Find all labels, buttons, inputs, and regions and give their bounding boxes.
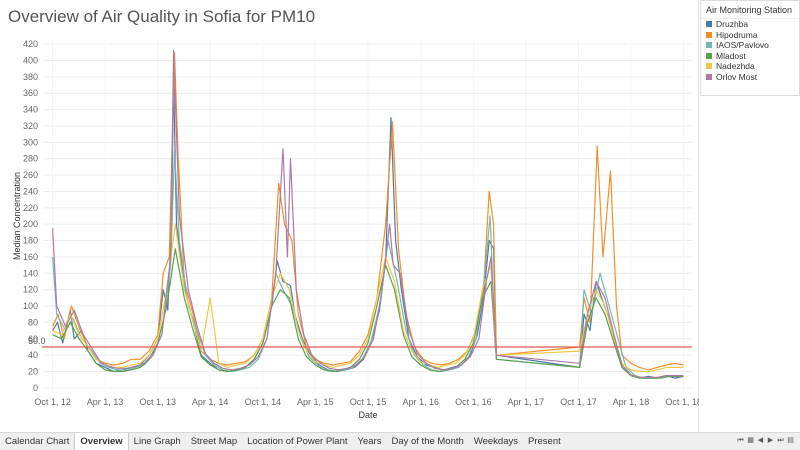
y-tick-label: 60 — [28, 334, 38, 344]
sheet-navigation: ⏮ ▦ ◀ ▶ ⏭ ▤ — [737, 436, 794, 445]
legend-swatch — [706, 42, 712, 49]
x-tick-label: Apr 1, 13 — [87, 397, 124, 407]
legend: Air Monitoring Station Druzhba Hipodruma I… — [700, 0, 800, 96]
reference-line-label: 50.0 — [28, 336, 46, 346]
x-tick-label: Oct 1, 13 — [139, 397, 176, 407]
x-tick-label: Apr 1, 15 — [297, 397, 334, 407]
chart-title: Overview of Air Quality in Sofia for PM1… — [8, 7, 316, 26]
legend-swatch — [706, 21, 712, 28]
tab-day-of-the-month[interactable]: Day of the Month — [391, 436, 464, 447]
x-tick-label: Apr 1, 17 — [508, 397, 545, 407]
legend-label: Orlov Most — [716, 71, 758, 82]
legend-swatch — [706, 52, 712, 59]
legend-label: Mladost — [716, 50, 746, 61]
previous-sheet-icon[interactable]: ◀ — [757, 437, 764, 444]
y-tick-label: 280 — [23, 154, 38, 164]
legend-swatch — [706, 73, 712, 80]
y-tick-label: 40 — [28, 350, 38, 360]
x-tick-label: Oct 1, 14 — [245, 397, 282, 407]
legend-items: Druzhba Hipodruma IAOS/Pavlovo Mladost Nadez… — [701, 19, 799, 82]
x-tick-label: Apr 1, 18 — [613, 397, 650, 407]
y-tick-label: 180 — [23, 236, 38, 246]
y-tick-label: 0 — [33, 383, 38, 393]
legend-item-nadezhda[interactable]: Nadezhda — [701, 61, 799, 72]
x-tick-label: Oct 1, 18 — [665, 397, 699, 407]
legend-title: Air Monitoring Station — [701, 1, 799, 19]
y-tick-label: 100 — [23, 301, 38, 311]
y-tick-label: 300 — [23, 137, 38, 147]
y-tick-label: 120 — [23, 285, 38, 295]
filmstrip-icon[interactable]: ▤ — [787, 437, 794, 444]
tab-weekdays[interactable]: Weekdays — [473, 436, 518, 447]
x-tick-label: Oct 1, 17 — [560, 397, 597, 407]
tab-calendar-chart[interactable]: Calendar Chart — [5, 436, 70, 447]
y-tick-label: 240 — [23, 186, 38, 196]
sheet-tab-bar: Calendar Chart Overview Line Graph Street M… — [0, 432, 800, 450]
y-tick-label: 260 — [23, 170, 38, 180]
tab-street-map[interactable]: Street Map — [190, 436, 238, 447]
x-tick-label: Oct 1, 16 — [455, 397, 492, 407]
last-sheet-icon[interactable]: ⏭ — [777, 437, 784, 444]
x-tick-label: Apr 1, 14 — [192, 397, 229, 407]
y-axis-title: Median Concentration — [12, 172, 22, 260]
x-axis-title: Date — [358, 410, 377, 420]
legend-label: Nadezhda — [716, 61, 755, 72]
chart-canvas[interactable]: 0 20 40 60 80 100 120 140 160 180 200 220 240 260 280 3… — [0, 0, 699, 432]
y-tick-label: 420 — [23, 39, 38, 49]
y-tick-label: 200 — [23, 219, 38, 229]
legend-swatch — [706, 31, 712, 38]
tab-present[interactable]: Present — [528, 436, 561, 447]
x-tick-label: Oct 1, 12 — [34, 397, 71, 407]
series-line-hipodruma[interactable] — [52, 51, 684, 371]
next-sheet-icon[interactable]: ▶ — [767, 437, 774, 444]
legend-swatch — [706, 63, 712, 70]
sheet-tabs: Calendar Chart Overview Line Graph Street M… — [0, 433, 566, 450]
series-line-orlov-most[interactable] — [52, 50, 684, 378]
viz-pane: 0 20 40 60 80 100 120 140 160 180 200 220 240 260 280 3… — [0, 0, 699, 432]
y-tick-label: 140 — [23, 268, 38, 278]
first-sheet-icon[interactable]: ⏮ — [737, 437, 744, 444]
y-tick-label: 320 — [23, 121, 38, 131]
y-tick-label: 20 — [28, 367, 38, 377]
y-tick-label: 80 — [28, 317, 38, 327]
x-tick-label: Oct 1, 15 — [350, 397, 387, 407]
y-tick-label: 360 — [23, 88, 38, 98]
y-tick-label: 380 — [23, 72, 38, 82]
tab-line-graph[interactable]: Line Graph — [133, 436, 181, 447]
x-tick-label: Apr 1, 16 — [402, 397, 439, 407]
grid-icon[interactable]: ▦ — [747, 437, 754, 444]
y-tick-label: 160 — [23, 252, 38, 262]
y-tick-label: 220 — [23, 203, 38, 213]
legend-item-orlov-most[interactable]: Orlov Most — [701, 72, 799, 83]
legend-label: IAOS/Pavlovo — [716, 40, 769, 51]
legend-item-iaos-pavlovo[interactable]: IAOS/Pavlovo — [701, 40, 799, 51]
y-tick-label: 400 — [23, 55, 38, 65]
series-line-nadezhda[interactable] — [52, 223, 684, 373]
legend-item-hipodruma[interactable]: Hipodruma — [701, 30, 799, 41]
legend-item-druzhba[interactable]: Druzhba — [701, 19, 799, 30]
legend-label: Hipodruma — [716, 29, 758, 40]
tab-location-of-power-plant[interactable]: Location of Power Plant — [247, 436, 348, 447]
legend-label: Druzhba — [716, 19, 749, 30]
y-tick-label: 340 — [23, 105, 38, 115]
tab-years[interactable]: Years — [357, 436, 382, 447]
tab-overview[interactable]: Overview — [74, 433, 129, 450]
legend-item-mladost[interactable]: Mladost — [701, 51, 799, 62]
